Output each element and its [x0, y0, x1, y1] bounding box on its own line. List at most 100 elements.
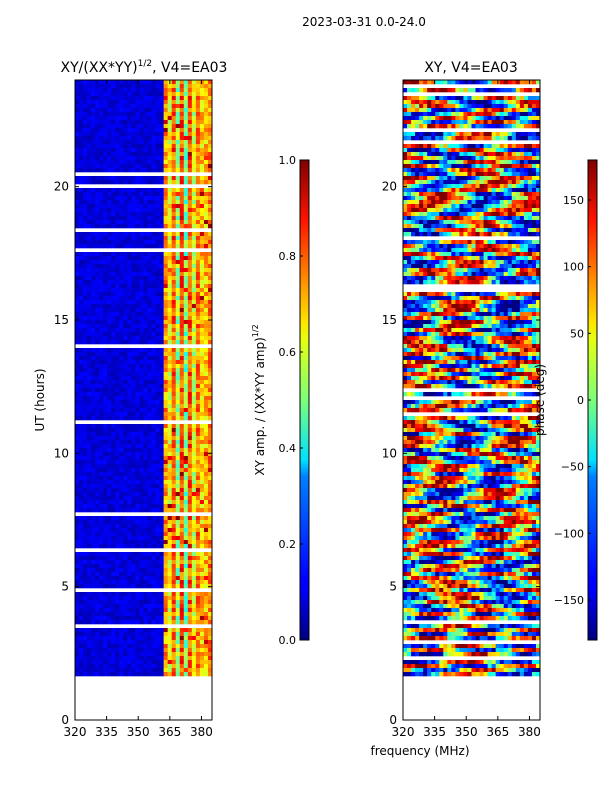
heatmap-cell [119, 216, 124, 221]
heatmap-cell [155, 220, 161, 225]
heatmap-cell [111, 492, 116, 497]
heatmap-cell [83, 448, 88, 453]
heatmap-cell [139, 572, 144, 577]
heatmap-cell [99, 380, 104, 385]
heatmap-cell [207, 568, 212, 573]
heatmap-cell [135, 440, 140, 445]
heatmap-cell [95, 156, 100, 161]
heatmap-cell [167, 444, 173, 449]
heatmap-cell [203, 568, 209, 573]
heatmap-cell [123, 280, 128, 285]
heatmap-cell [115, 564, 120, 569]
heatmap-cell [191, 452, 197, 457]
heatmap-cell [195, 80, 201, 85]
heatmap-cell [183, 476, 189, 481]
heatmap-cell [175, 396, 181, 401]
heatmap-cell [207, 148, 212, 153]
heatmap-cell [119, 156, 124, 161]
heatmap-cell [143, 376, 149, 381]
heatmap-cell [151, 404, 157, 409]
heatmap-cell [147, 284, 153, 289]
heatmap-cell [123, 516, 128, 521]
heatmap-cell [207, 524, 212, 529]
heatmap-cell [463, 80, 468, 85]
heatmap-cell [135, 520, 140, 525]
heatmap-cell [195, 144, 201, 149]
heatmap-cell [163, 576, 169, 581]
heatmap-cell [495, 96, 501, 101]
heatmap-cell [203, 524, 209, 529]
heatmap-cell [139, 152, 144, 157]
heatmap-cell [191, 220, 197, 225]
heatmap-cell [95, 468, 100, 473]
heatmap-cell [155, 620, 161, 625]
heatmap-cell [203, 200, 209, 205]
heatmap-cell [151, 656, 157, 661]
heatmap-cell [151, 628, 157, 633]
heatmap-cell [175, 300, 181, 305]
heatmap-cell [83, 296, 88, 301]
heatmap-cell [147, 544, 153, 549]
heatmap-cell [83, 264, 88, 269]
heatmap-cell [103, 200, 108, 205]
heatmap-cell [199, 92, 205, 97]
heatmap-cell [99, 348, 104, 353]
heatmap-cell [131, 132, 136, 137]
heatmap-cell [207, 360, 212, 365]
heatmap-cell [75, 168, 80, 173]
heatmap-cell [143, 404, 149, 409]
heatmap-cell [155, 140, 161, 145]
heatmap-cell [443, 104, 448, 109]
heatmap-cell [123, 388, 128, 393]
heatmap-cell [171, 568, 177, 573]
heatmap-cell [155, 392, 161, 397]
heatmap-cell [187, 452, 193, 457]
heatmap-cell [147, 328, 153, 333]
heatmap-cell [175, 192, 181, 197]
heatmap-cell [87, 192, 92, 197]
heatmap-cell [123, 164, 128, 169]
heatmap-cell [195, 528, 201, 533]
heatmap-cell [139, 396, 144, 401]
heatmap-cell [179, 152, 185, 157]
heatmap-cell [187, 116, 193, 121]
heatmap-cell [207, 300, 212, 305]
heatmap-cell [143, 556, 149, 561]
heatmap-cell [159, 640, 165, 645]
heatmap-cell [155, 92, 161, 97]
heatmap-cell [175, 576, 181, 581]
heatmap-cell [171, 600, 177, 605]
heatmap-cell [83, 672, 88, 677]
heatmap-cell [195, 576, 201, 581]
heatmap-cell [75, 376, 80, 381]
heatmap-cell [415, 88, 420, 93]
heatmap-cell [207, 156, 212, 161]
heatmap-cell [143, 356, 149, 361]
heatmap-cell [163, 216, 169, 221]
x-tick-label: 350 [127, 725, 150, 739]
heatmap-cell [199, 324, 205, 329]
heatmap-cell [179, 316, 185, 321]
heatmap-cell [167, 568, 173, 573]
heatmap-cell [95, 132, 100, 137]
heatmap-cell [79, 232, 84, 237]
heatmap-cell [119, 140, 124, 145]
heatmap-cell [115, 572, 120, 577]
heatmap-cell [199, 108, 205, 113]
heatmap-cell [123, 584, 128, 589]
heatmap-cell [183, 392, 189, 397]
heatmap-cell [179, 360, 185, 365]
heatmap-cell [175, 520, 181, 525]
heatmap-cell [79, 260, 84, 265]
heatmap-cell [163, 436, 169, 441]
heatmap-cell [427, 108, 432, 113]
heatmap-cell [139, 260, 144, 265]
heatmap-cell [155, 116, 161, 121]
heatmap-cell [199, 396, 205, 401]
heatmap-cell [447, 100, 452, 105]
heatmap-cell [179, 376, 185, 381]
heatmap-cell [135, 192, 140, 197]
heatmap-cell [155, 660, 161, 665]
heatmap-cell [95, 488, 100, 493]
heatmap-cell [123, 88, 128, 93]
